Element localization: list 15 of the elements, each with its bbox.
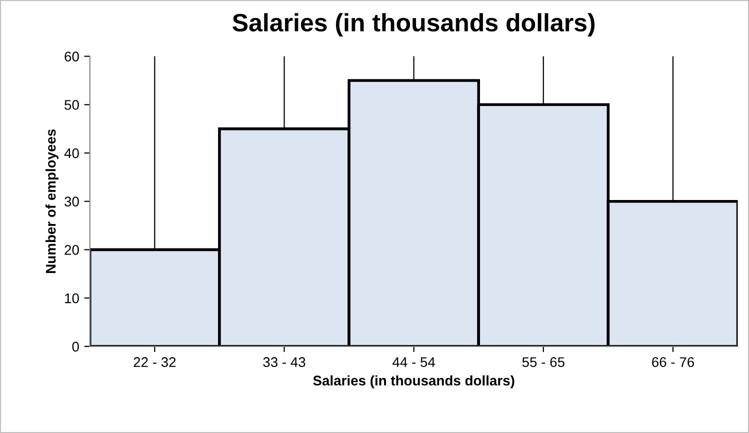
x-axis-title: Salaries (in thousands dollars) [313,375,514,388]
x-tick-label: 66 - 76 [652,357,694,368]
chart-title: Salaries (in thousands dollars) [232,13,595,36]
y-tick-label: 60 [64,52,79,62]
y-tick-label: 20 [64,245,79,255]
x-tick-label: 44 - 54 [392,357,436,368]
y-tick-label: 40 [64,148,79,158]
x-tick-label: 55 - 65 [522,357,564,368]
x-tick-label: 22 - 32 [134,357,176,368]
y-tick-label: 0 [72,342,79,352]
y-tick-label: 10 [65,293,79,304]
x-tick-label: 33 - 43 [263,357,306,368]
y-tick-label: 30 [64,196,79,207]
y-tick-label: 50 [64,100,79,110]
y-axis-title: Number of employees [46,129,58,273]
